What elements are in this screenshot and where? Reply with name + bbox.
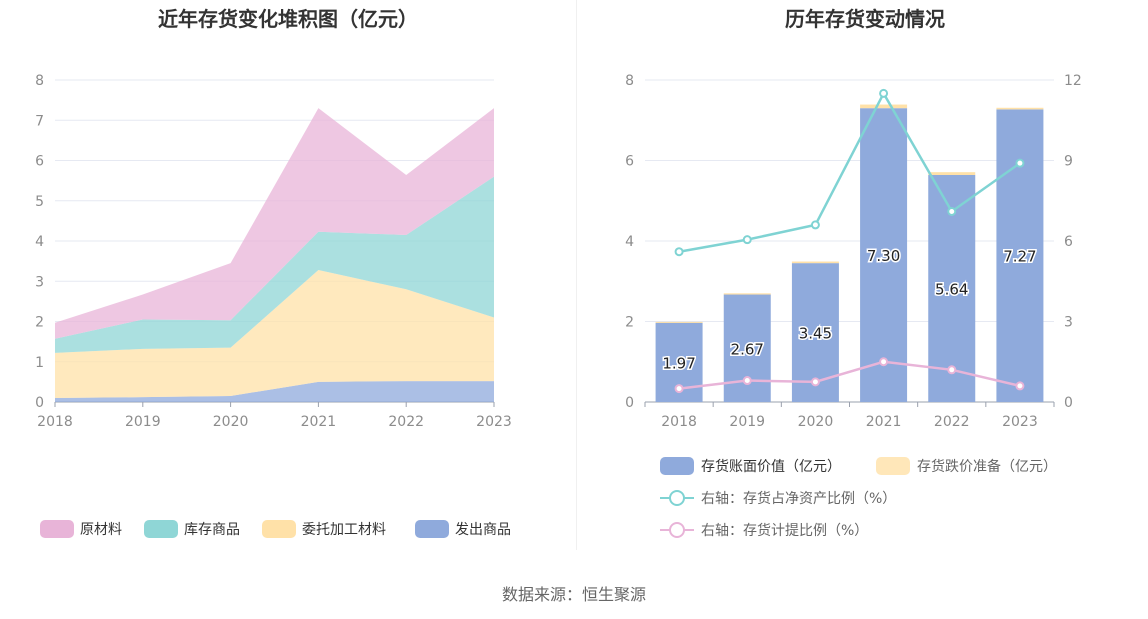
right-y-tick-label: 8 xyxy=(625,73,634,89)
left-y-tick-label: 5 xyxy=(35,194,44,210)
bar-book-value xyxy=(860,108,908,403)
right-chart-y-axis-right: 0 3 6 9 12 xyxy=(1064,73,1082,411)
right-y2-tick-label: 3 xyxy=(1064,315,1073,331)
bar-value-label: 1.97 xyxy=(662,354,695,372)
legend-label: 存货跌价准备（亿元） xyxy=(917,458,1057,475)
legend-label: 右轴：存货占净资产比例（%） xyxy=(701,490,896,507)
left-x-tick-label: 2019 xyxy=(125,414,161,430)
right-y2-tick-label: 6 xyxy=(1064,234,1073,250)
right-y-tick-label: 4 xyxy=(625,234,634,250)
right-chart-grid xyxy=(645,79,1054,403)
right-chart-y-axis-left: 0 2 4 6 8 xyxy=(625,73,634,411)
left-x-tick-label: 2023 xyxy=(476,414,512,430)
left-x-tick-label: 2018 xyxy=(37,414,73,430)
left-y-tick-label: 1 xyxy=(35,355,44,371)
bar-value-label: 3.45 xyxy=(799,325,832,343)
right-x-tick-label: 2022 xyxy=(934,414,970,430)
line-point xyxy=(810,220,820,230)
line-point xyxy=(674,384,684,394)
left-x-tick-label: 2021 xyxy=(301,414,337,430)
right-x-tick-label: 2018 xyxy=(661,414,697,430)
line-point xyxy=(947,365,957,375)
bar-impairment xyxy=(791,261,839,264)
legend-label: 原材料 xyxy=(80,522,122,538)
legend-line-marker xyxy=(669,490,685,506)
bar-impairment xyxy=(996,107,1044,110)
right-y-tick-label: 6 xyxy=(625,154,634,170)
left-x-tick-label: 2022 xyxy=(388,414,424,430)
right-x-tick-label: 2020 xyxy=(798,414,834,430)
left-x-tick-label: 2020 xyxy=(213,414,249,430)
line-point xyxy=(674,247,684,257)
legend-swatch xyxy=(415,520,449,538)
bar-value-label: 5.64 xyxy=(935,280,968,298)
legend-swatch xyxy=(144,520,178,538)
right-x-tick-label: 2023 xyxy=(1002,414,1038,430)
legend-label: 库存商品 xyxy=(184,522,240,538)
right-y2-tick-label: 0 xyxy=(1064,395,1073,411)
legend-label: 委托加工材料 xyxy=(302,522,386,538)
right-y-tick-label: 0 xyxy=(625,395,634,411)
legend-label: 右轴：存货计提比例（%） xyxy=(701,522,868,539)
bar-book-value xyxy=(996,109,1044,402)
line-series xyxy=(678,360,1021,390)
right-x-tick-label: 2021 xyxy=(866,414,902,430)
legend-line-marker xyxy=(669,522,685,538)
left-y-tick-label: 0 xyxy=(35,395,44,411)
data-source-note: 数据来源：恒生聚源 xyxy=(501,585,646,604)
legend-swatch xyxy=(660,457,694,475)
right-y2-tick-label: 12 xyxy=(1064,73,1082,89)
left-y-tick-label: 7 xyxy=(35,113,44,129)
bar-impairment xyxy=(860,104,908,109)
left-chart-title: 近年存货变化堆积图（亿元） xyxy=(158,7,418,31)
right-y2-tick-label: 9 xyxy=(1064,154,1073,170)
line-point xyxy=(1015,381,1025,391)
right-chart-lines xyxy=(674,88,1025,394)
left-y-tick-label: 8 xyxy=(35,73,44,89)
line-point xyxy=(810,377,820,387)
left-chart-legend[interactable]: 原材料 库存商品 委托加工材料 发出商品 xyxy=(40,520,511,538)
right-y-tick-label: 2 xyxy=(625,315,634,331)
panel-divider xyxy=(576,0,577,550)
line-point xyxy=(879,357,889,367)
right-x-tick-label: 2019 xyxy=(729,414,765,430)
area-series xyxy=(55,176,494,353)
bar-impairment xyxy=(928,172,976,175)
line-series xyxy=(678,90,1021,253)
line-point xyxy=(742,376,752,386)
right-chart-title: 历年存货变动情况 xyxy=(785,7,945,31)
legend-label: 存货账面价值（亿元） xyxy=(701,458,841,475)
bar-impairment xyxy=(655,321,703,323)
left-chart-y-axis: 0 1 2 3 4 5 6 7 8 xyxy=(35,73,44,411)
left-y-tick-label: 3 xyxy=(35,274,44,290)
line-point xyxy=(1015,158,1025,168)
area-series xyxy=(55,381,494,402)
legend-swatch xyxy=(876,457,910,475)
right-chart-legend[interactable]: 存货账面价值（亿元） 存货跌价准备（亿元） 右轴：存货占净资产比例（%） 右轴：存货计… xyxy=(660,457,1057,539)
bar-impairment xyxy=(723,293,771,295)
right-chart-bars xyxy=(655,104,1044,403)
legend-swatch xyxy=(262,520,296,538)
left-y-tick-label: 6 xyxy=(35,154,44,170)
bar-value-label: 2.67 xyxy=(731,340,764,358)
left-chart-areas xyxy=(55,108,494,402)
bar-value-label: 7.30 xyxy=(867,247,900,265)
line-point xyxy=(947,206,957,216)
left-y-tick-label: 2 xyxy=(35,315,44,331)
legend-label: 发出商品 xyxy=(455,522,511,538)
line-point xyxy=(879,88,889,98)
legend-swatch xyxy=(40,520,74,538)
line-point xyxy=(742,235,752,245)
bar-value-label: 7.27 xyxy=(1003,248,1036,266)
left-chart-x-axis: 2018 2019 2020 2021 2022 2023 xyxy=(37,402,512,430)
left-y-tick-label: 4 xyxy=(35,234,44,250)
right-chart-bar-labels: 1.97 2.67 3.45 7.30 5.64 7.27 xyxy=(661,246,1038,374)
right-chart-x-axis: 2018 2019 2020 2021 2022 2023 xyxy=(644,402,1055,430)
area-series xyxy=(55,108,494,339)
area-series xyxy=(55,269,494,398)
